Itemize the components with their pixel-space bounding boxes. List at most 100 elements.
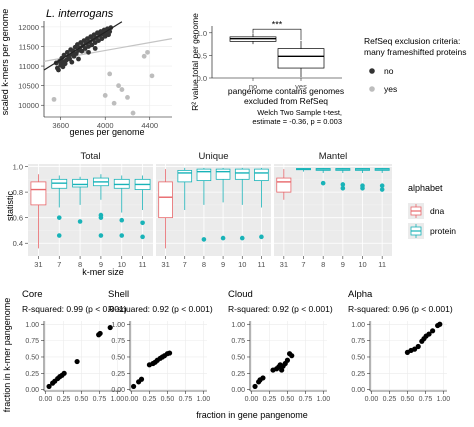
box-outlier bbox=[119, 233, 125, 238]
facet-panel-background bbox=[274, 164, 392, 256]
point bbox=[74, 358, 80, 365]
point bbox=[426, 331, 432, 337]
x-axis-label-line2: excluded from RefSeq bbox=[244, 96, 328, 106]
point-excluded-no bbox=[76, 56, 81, 62]
point bbox=[252, 383, 258, 390]
point-excluded-yes bbox=[111, 100, 117, 106]
x-tick-label: 0.25 bbox=[383, 396, 397, 403]
x-tick-label: 1.00 bbox=[437, 396, 451, 403]
y-tick-label: 0.25 bbox=[231, 371, 245, 378]
x-tick-label: 9 bbox=[341, 260, 345, 269]
x-tick-label: 11 bbox=[258, 260, 266, 269]
box-k8 bbox=[196, 168, 212, 182]
y-tick-label: 0.25 bbox=[25, 371, 39, 378]
x-tick-label: 8 bbox=[202, 260, 206, 269]
y-tick-label: 11000 bbox=[19, 62, 39, 71]
x-tick-label: 0.25 bbox=[57, 396, 71, 403]
box-outlier bbox=[56, 215, 62, 220]
point bbox=[130, 383, 137, 390]
facet-strip-title: Mantel bbox=[319, 151, 348, 162]
y-tick-label: 10500 bbox=[18, 82, 39, 91]
box-k31 bbox=[30, 181, 47, 206]
point bbox=[107, 324, 113, 331]
facet-panel-background bbox=[28, 164, 153, 256]
point bbox=[289, 353, 295, 359]
facet-subtitle: R-squared: 0.92 (p < 0.001) bbox=[108, 304, 213, 314]
y-tick-label: 0.25 bbox=[111, 371, 125, 378]
x-tick-label: 11 bbox=[139, 260, 147, 269]
box-k7 bbox=[177, 169, 193, 183]
x-tick-label: 8 bbox=[321, 260, 325, 269]
y-tick-label: 0.25 bbox=[351, 371, 365, 378]
y-tick-label: 1.00 bbox=[231, 322, 245, 329]
y-tick-label: 0.00 bbox=[351, 387, 365, 394]
facet-strip-title: Unique bbox=[198, 151, 228, 162]
box-outlier bbox=[239, 235, 245, 241]
box-k31 bbox=[276, 177, 292, 193]
x-tick-label: 10 bbox=[118, 260, 126, 269]
box-outlier bbox=[340, 185, 346, 191]
box-k31 bbox=[158, 181, 173, 219]
point-excluded-yes bbox=[107, 71, 113, 77]
box-outlier bbox=[201, 237, 207, 242]
y-tick-label: 1.00 bbox=[111, 322, 125, 329]
box-k9 bbox=[215, 168, 231, 180]
facet-alpha: Alpha R-squared: 0.96 (p < 0.001) 0.00 0.25… bbox=[348, 289, 453, 403]
facet-title: Core bbox=[22, 289, 43, 300]
point-excluded-no bbox=[99, 36, 105, 42]
legend-label-no: no bbox=[384, 66, 394, 76]
y-tick-label: 0.5 bbox=[197, 51, 207, 60]
fit-line-excluded-yes bbox=[43, 38, 173, 62]
facet-panel-background bbox=[156, 164, 271, 256]
y-tick-label: 0.75 bbox=[351, 338, 365, 345]
box-outlier bbox=[259, 234, 264, 240]
x-tick-label: 1.00 bbox=[317, 396, 331, 403]
x-tick-label: 1.00 bbox=[111, 396, 125, 403]
y-tick-label: 1.00 bbox=[351, 322, 365, 329]
x-tick-label: 31 bbox=[280, 260, 288, 269]
y-tick-label: 0.4 bbox=[13, 239, 23, 248]
box-yes bbox=[277, 48, 325, 69]
y-axis-label: scaled k-mers per genome bbox=[0, 9, 10, 116]
panel-boxplot-kmer: statistic k-mer size 0.4 0.6 0.8 1.0 Total 31… bbox=[5, 151, 392, 277]
y-tick-label: 0.00 bbox=[25, 387, 39, 394]
y-tick-label: 0.00 bbox=[231, 387, 245, 394]
y-tick-label: 12000 bbox=[18, 23, 39, 32]
point-excluded-no bbox=[92, 46, 98, 51]
fit-line-excluded-no bbox=[43, 21, 123, 71]
point-excluded-yes bbox=[141, 53, 147, 59]
facet-total: Total 31 7 8 9 10 11 bbox=[28, 151, 153, 269]
y-tick-label: 10000 bbox=[18, 101, 39, 110]
point-excluded-yes bbox=[116, 83, 121, 89]
x-axis-label: genes per genome bbox=[69, 127, 144, 137]
x-tick-label: yes bbox=[295, 82, 307, 91]
point-excluded-no bbox=[89, 42, 95, 48]
x-tick-label: 0.50 bbox=[401, 396, 415, 403]
point bbox=[138, 376, 145, 382]
box-outlier bbox=[220, 235, 226, 241]
point-excluded-yes bbox=[119, 87, 125, 92]
facet-cloud: Cloud R-squared: 0.92 (p < 0.001) 0.00 0.25… bbox=[228, 289, 333, 403]
y-axis-label: statistic bbox=[5, 191, 15, 222]
x-tick-label: 7 bbox=[301, 260, 305, 269]
x-tick-label: 11 bbox=[378, 260, 386, 269]
legend-key-no bbox=[369, 68, 375, 74]
box-outlier bbox=[379, 187, 385, 192]
x-axis-label-line1: pangenome contains genomes bbox=[228, 86, 344, 96]
point bbox=[279, 367, 285, 373]
facet-subtitle: R-squared: 0.92 (p < 0.001) bbox=[228, 304, 333, 314]
x-axis-label: fraction in gene pangenome bbox=[196, 410, 308, 420]
box-outlier bbox=[340, 182, 346, 187]
point bbox=[166, 350, 173, 356]
legend-label-protein: protein bbox=[430, 226, 456, 236]
point bbox=[284, 357, 291, 363]
box-outlier bbox=[140, 220, 145, 226]
legend-refseq: RefSeq exclusion criteria: many frameshi… bbox=[364, 36, 467, 94]
x-tick-label: no bbox=[249, 82, 257, 91]
box-k8 bbox=[72, 178, 88, 188]
point bbox=[412, 346, 418, 352]
point bbox=[260, 375, 266, 381]
panel-title: L. interrogans bbox=[46, 8, 114, 20]
x-tick-label: 9 bbox=[221, 260, 225, 269]
y-tick-label: 11500 bbox=[19, 42, 39, 51]
